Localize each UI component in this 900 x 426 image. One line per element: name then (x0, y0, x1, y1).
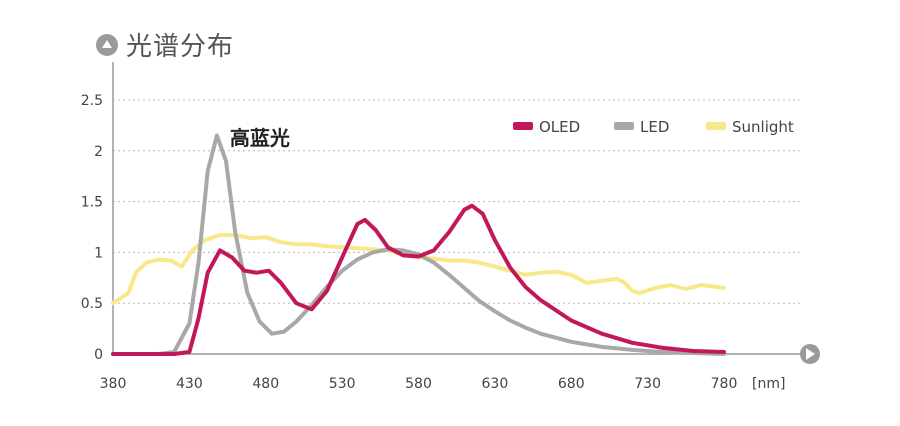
x-tick-label: 380 (100, 376, 127, 392)
x-tick-label: 780 (711, 376, 738, 392)
y-tick-label: 1.5 (81, 195, 103, 211)
series-line-led (111, 133, 726, 356)
y-tick-label: 0.5 (81, 296, 103, 312)
chart-title-group: 光谱分布 (96, 26, 234, 63)
y-tick-label: 2.5 (81, 93, 103, 109)
legend-swatch-oled (513, 122, 533, 130)
x-tick-label: 430 (176, 376, 203, 392)
up-arrow-circle-icon (96, 33, 118, 56)
x-tick-label: 580 (405, 376, 432, 392)
y-tick-label: 1 (94, 245, 103, 261)
series-line-oled (111, 203, 726, 356)
x-tick-label: 680 (558, 376, 585, 392)
legend-swatch-sunlight (706, 122, 726, 130)
annotation-high-blue-light: 高蓝光 (230, 126, 290, 150)
y-tick-label: 2 (94, 144, 103, 160)
x-tick-label: 530 (329, 376, 356, 392)
legend-label-oled: OLED (539, 118, 580, 136)
x-tick-label: 730 (634, 376, 661, 392)
x-axis-unit: [nm] (752, 376, 785, 392)
legend-label-sunlight: Sunlight (732, 118, 794, 136)
x-tick-label: 480 (252, 376, 279, 392)
y-tick-label: 0 (94, 347, 103, 363)
x-axis-arrow-triangle (806, 348, 815, 360)
x-tick-label: 630 (482, 376, 509, 392)
chart-title: 光谱分布 (126, 32, 235, 62)
legend-swatch-led (614, 122, 634, 130)
legend-label-led: LED (640, 118, 669, 136)
